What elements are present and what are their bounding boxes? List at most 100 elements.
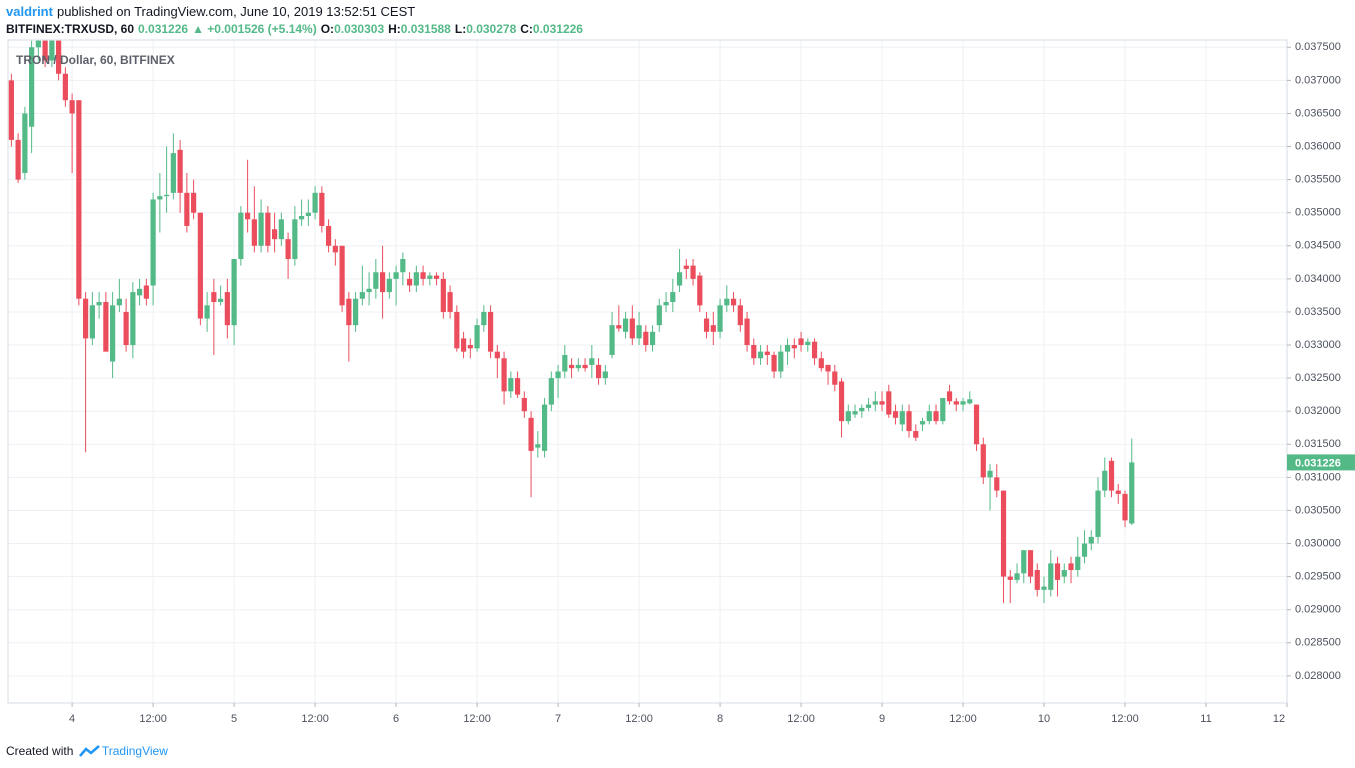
candle-body [852,411,858,415]
candle-body [602,371,608,379]
candle-body [960,401,966,405]
candle-body [339,245,345,306]
candle-body [1041,586,1047,590]
candle-body [872,401,878,405]
candle-body [312,192,318,213]
candle-body [663,302,669,306]
candle-body [676,272,683,286]
candle-body [967,399,973,404]
candle-body [346,298,352,326]
candle-body [69,100,75,114]
candle-body [15,139,21,180]
candle-body [926,411,932,422]
y-tick-label: 0.032000 [1295,405,1341,417]
candle-body [231,259,237,326]
grid [8,40,1288,703]
candle-body [1027,550,1034,577]
candle-body [946,391,953,402]
candle-body [258,212,264,246]
candle-body [501,358,507,392]
candle-body [413,272,419,286]
candle-body [366,288,372,293]
x-tick-label: 7 [555,713,561,725]
y-tick-label: 0.035500 [1295,174,1341,186]
candle-body [406,278,413,286]
candle-body [798,338,804,346]
candle-body [292,219,298,260]
x-tick-label: 5 [231,713,237,725]
candle-body [359,292,365,299]
candle-body [724,298,730,306]
candle-body [1000,490,1007,577]
candle-body [164,194,170,197]
candle-body [184,192,190,226]
candle-body [892,411,899,418]
candle-body [751,345,757,359]
candle-body [636,325,642,339]
candle-body [433,275,440,279]
candle-body [1007,576,1013,580]
candle-body [818,358,824,369]
x-tick-label: 6 [393,713,399,725]
axes: 0.028000 0.028500 0.029000 0.029500 0.030000… [69,41,1355,725]
candle-body [697,275,703,306]
candle-body [271,229,278,240]
candle-body [325,225,332,246]
author[interactable]: valdrint [6,4,53,19]
candle-body [622,318,629,332]
chart: TRON / Dollar, 60, BITFINEX 0.0280000.02… [7,39,1355,725]
candle-body [555,371,561,379]
candle-body [791,345,797,349]
candle-body [224,292,230,326]
close-label: C: [520,22,533,36]
candle-body [838,381,845,422]
candle-body [393,272,399,279]
candle-body [427,275,433,279]
candle-body [670,292,676,303]
y-tick-label: 0.029000 [1295,604,1341,616]
y-tick-label: 0.037000 [1295,74,1341,86]
candle-body [1014,573,1020,580]
x-tick-label: 12:00 [139,713,167,725]
candle-body [1068,563,1074,571]
candle-body [845,411,851,422]
pane-border [7,39,1288,704]
candle-body [940,397,946,422]
y-tick-label: 0.030500 [1295,504,1341,516]
candle-body [305,212,311,217]
candle-body [204,305,210,319]
candle-body [130,292,136,346]
candle-body [298,216,305,220]
low-value: 0.030278 [466,22,517,36]
candle-body [710,325,716,332]
candle-body [980,444,986,478]
candle-body [865,404,872,408]
candle-body [589,358,595,365]
candle-body [913,431,919,438]
y-tick-label: 0.036500 [1295,107,1341,119]
x-tick-label: 12:00 [625,713,653,725]
candle-body [1088,536,1094,544]
x-tick-label: 4 [69,713,75,725]
candle-body [832,371,838,385]
candle-body [150,199,156,286]
candle-body [528,417,534,451]
candle-body [1075,556,1081,571]
candle-body [1129,462,1135,524]
candle-body [440,278,446,312]
y-tick-label: 0.031000 [1295,471,1341,483]
high-value: 0.031588 [400,22,451,36]
candle-body [474,325,480,349]
x-tick-label: 12:00 [1111,713,1139,725]
candle-body [514,378,521,395]
y-tick-label: 0.035000 [1295,207,1341,219]
footer: Created with TradingView [6,743,168,758]
published: published on TradingView.com, June 10, 2… [56,4,416,19]
candle-body [643,331,649,346]
candle-body [784,345,791,352]
candle-body [919,421,926,425]
y-tick-label: 0.033500 [1295,306,1341,318]
brand[interactable]: TradingView [101,744,168,758]
candle-body [933,411,939,422]
open-label: O: [320,22,335,36]
